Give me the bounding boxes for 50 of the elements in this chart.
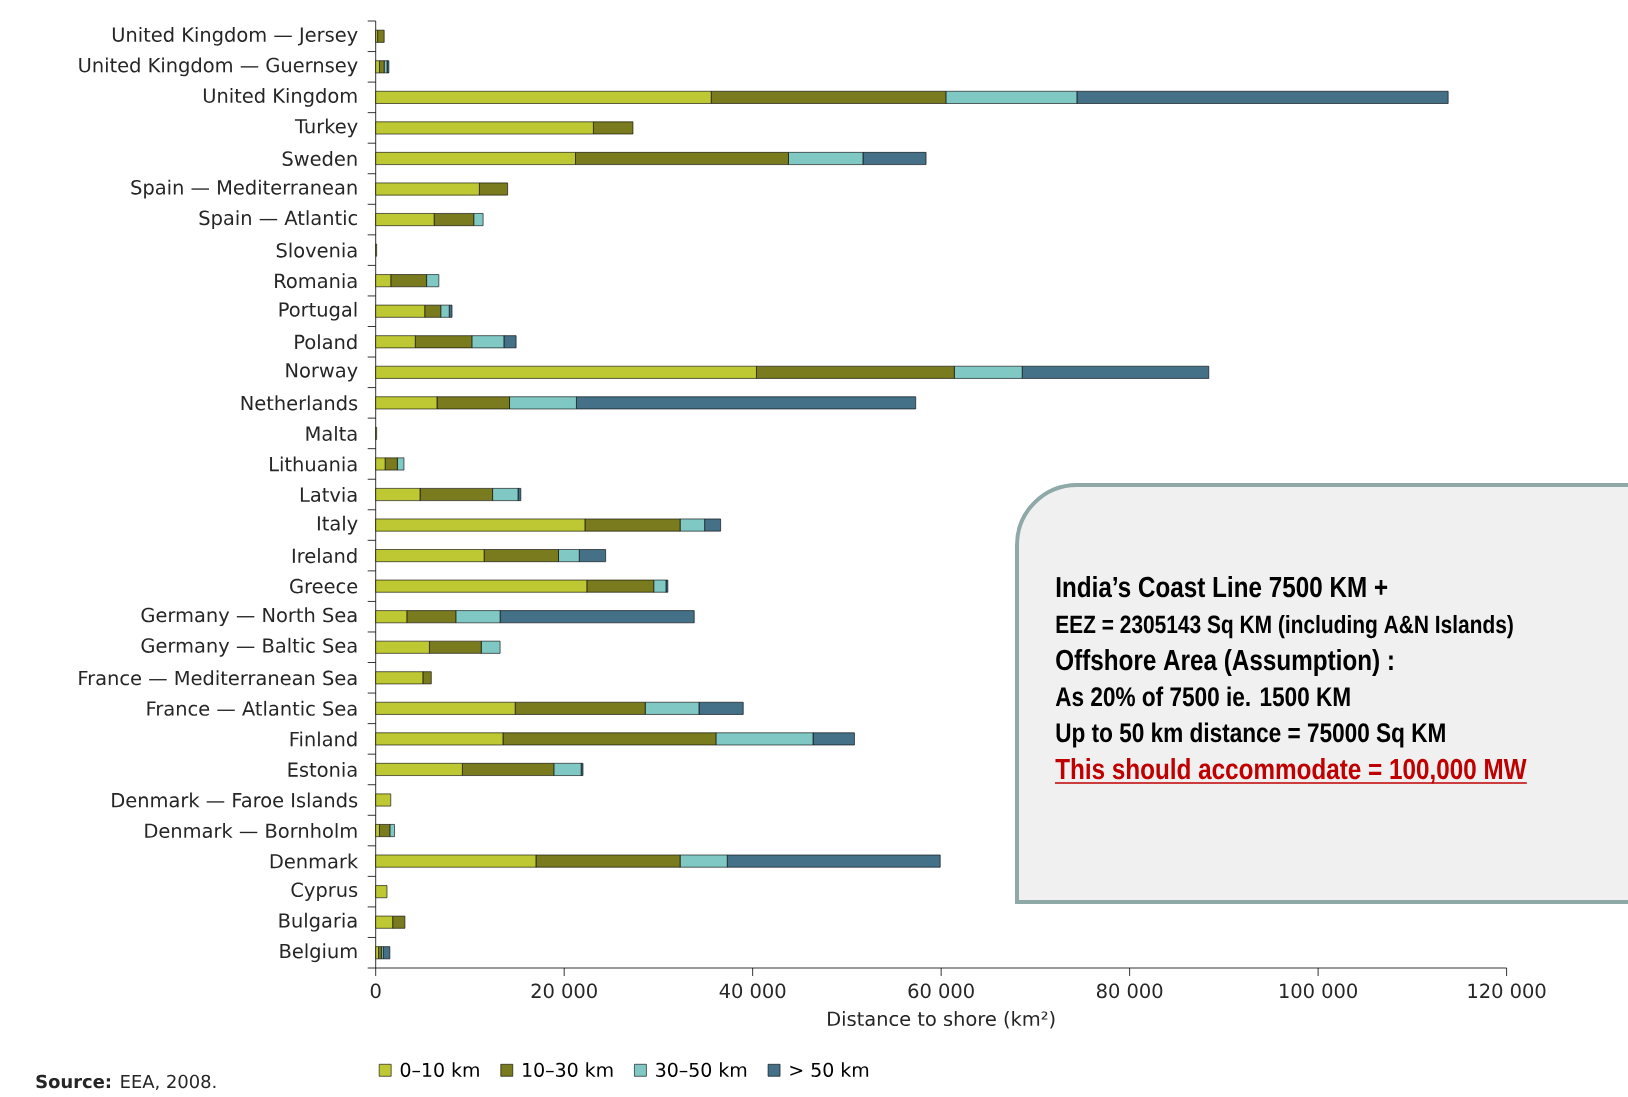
y-tick-label: Turkey xyxy=(294,118,358,138)
x-tick-label: 60 000 xyxy=(908,983,974,999)
x-tick-label: 40 000 xyxy=(719,983,786,999)
annotation: Up to 50 km distance = 75000 Sq KM xyxy=(1056,722,1445,748)
y-tick-label: United Kingdom — Jersey xyxy=(112,26,358,46)
y-tick-label: Spain — Mediterranean xyxy=(131,179,357,199)
y-tick-label: United Kingdom — Guernsey xyxy=(79,57,358,77)
y-tick-label: Germany — Baltic Sea xyxy=(141,637,357,657)
y-tick-label: Denmark — Faroe Islands xyxy=(112,792,358,808)
x-tick-label: 100 000 xyxy=(1280,983,1357,999)
y-tick-label: Lithuania xyxy=(270,456,357,472)
text: Source: EEA, 2008. xyxy=(36,1074,216,1091)
x-tick-label: 80 000 xyxy=(1096,983,1163,999)
x-tick-label: 20 000 xyxy=(531,983,597,999)
y-tick-label: Finland xyxy=(290,731,357,747)
legend-label: 0–10 km xyxy=(400,1062,479,1077)
annotation: EEZ = 2305143 Sq KM (including A&N Islands) xyxy=(1056,614,1513,639)
y-tick-label: Denmark — Bornholm xyxy=(145,823,357,839)
y-tick-label: Bulgaria xyxy=(279,912,357,932)
x-tick-label: 120 000 xyxy=(1468,983,1546,999)
y-tick-label: Romania xyxy=(275,273,357,289)
y-tick-label: Cyprus xyxy=(291,882,358,901)
legend-label: > 50 km xyxy=(790,1062,869,1077)
legend-label: 10–30 km xyxy=(523,1062,613,1077)
y-tick-label: Slovenia xyxy=(276,242,357,258)
annotation: As 20% of 7500 ie. 1500 KM xyxy=(1055,686,1350,707)
y-tick-label: Denmark xyxy=(270,853,359,869)
annotation: Offshore Area (Assumption) : xyxy=(1056,649,1393,676)
y-tick-label: Estonia xyxy=(288,761,357,777)
legend-label: 30–50 km xyxy=(656,1062,747,1077)
y-tick-label: Belgium xyxy=(280,943,357,963)
y-tick-label: Italy xyxy=(317,515,358,535)
y-tick-label: Netherlands xyxy=(241,395,358,411)
y-tick-label: Poland xyxy=(295,334,357,350)
annotation: India’s Coast Line 7500 KM + xyxy=(1056,576,1388,598)
y-tick-label: Latvia xyxy=(300,487,357,503)
y-tick-label: Spain — Atlantic xyxy=(199,210,358,229)
y-tick-label: Norway xyxy=(286,363,358,382)
y-tick-label: France — Mediterranean Sea xyxy=(79,670,357,686)
x-tick-label: 0 xyxy=(370,983,381,999)
annotation: This should accommodate = 100,000 MW xyxy=(1055,758,1527,784)
y-tick-label: Malta xyxy=(306,425,357,441)
y-tick-label: Germany — North Sea xyxy=(141,607,357,627)
x-axis-title: Distance to shore (km²) xyxy=(828,1011,1055,1029)
y-tick-label: Portugal xyxy=(279,301,357,321)
y-tick-label: United Kingdom xyxy=(203,87,357,107)
y-tick-label: France — Atlantic Sea xyxy=(147,700,357,716)
y-tick-label: Ireland xyxy=(292,548,357,564)
y-tick-label: Greece xyxy=(290,578,358,594)
y-tick-label: Sweden xyxy=(282,150,357,166)
